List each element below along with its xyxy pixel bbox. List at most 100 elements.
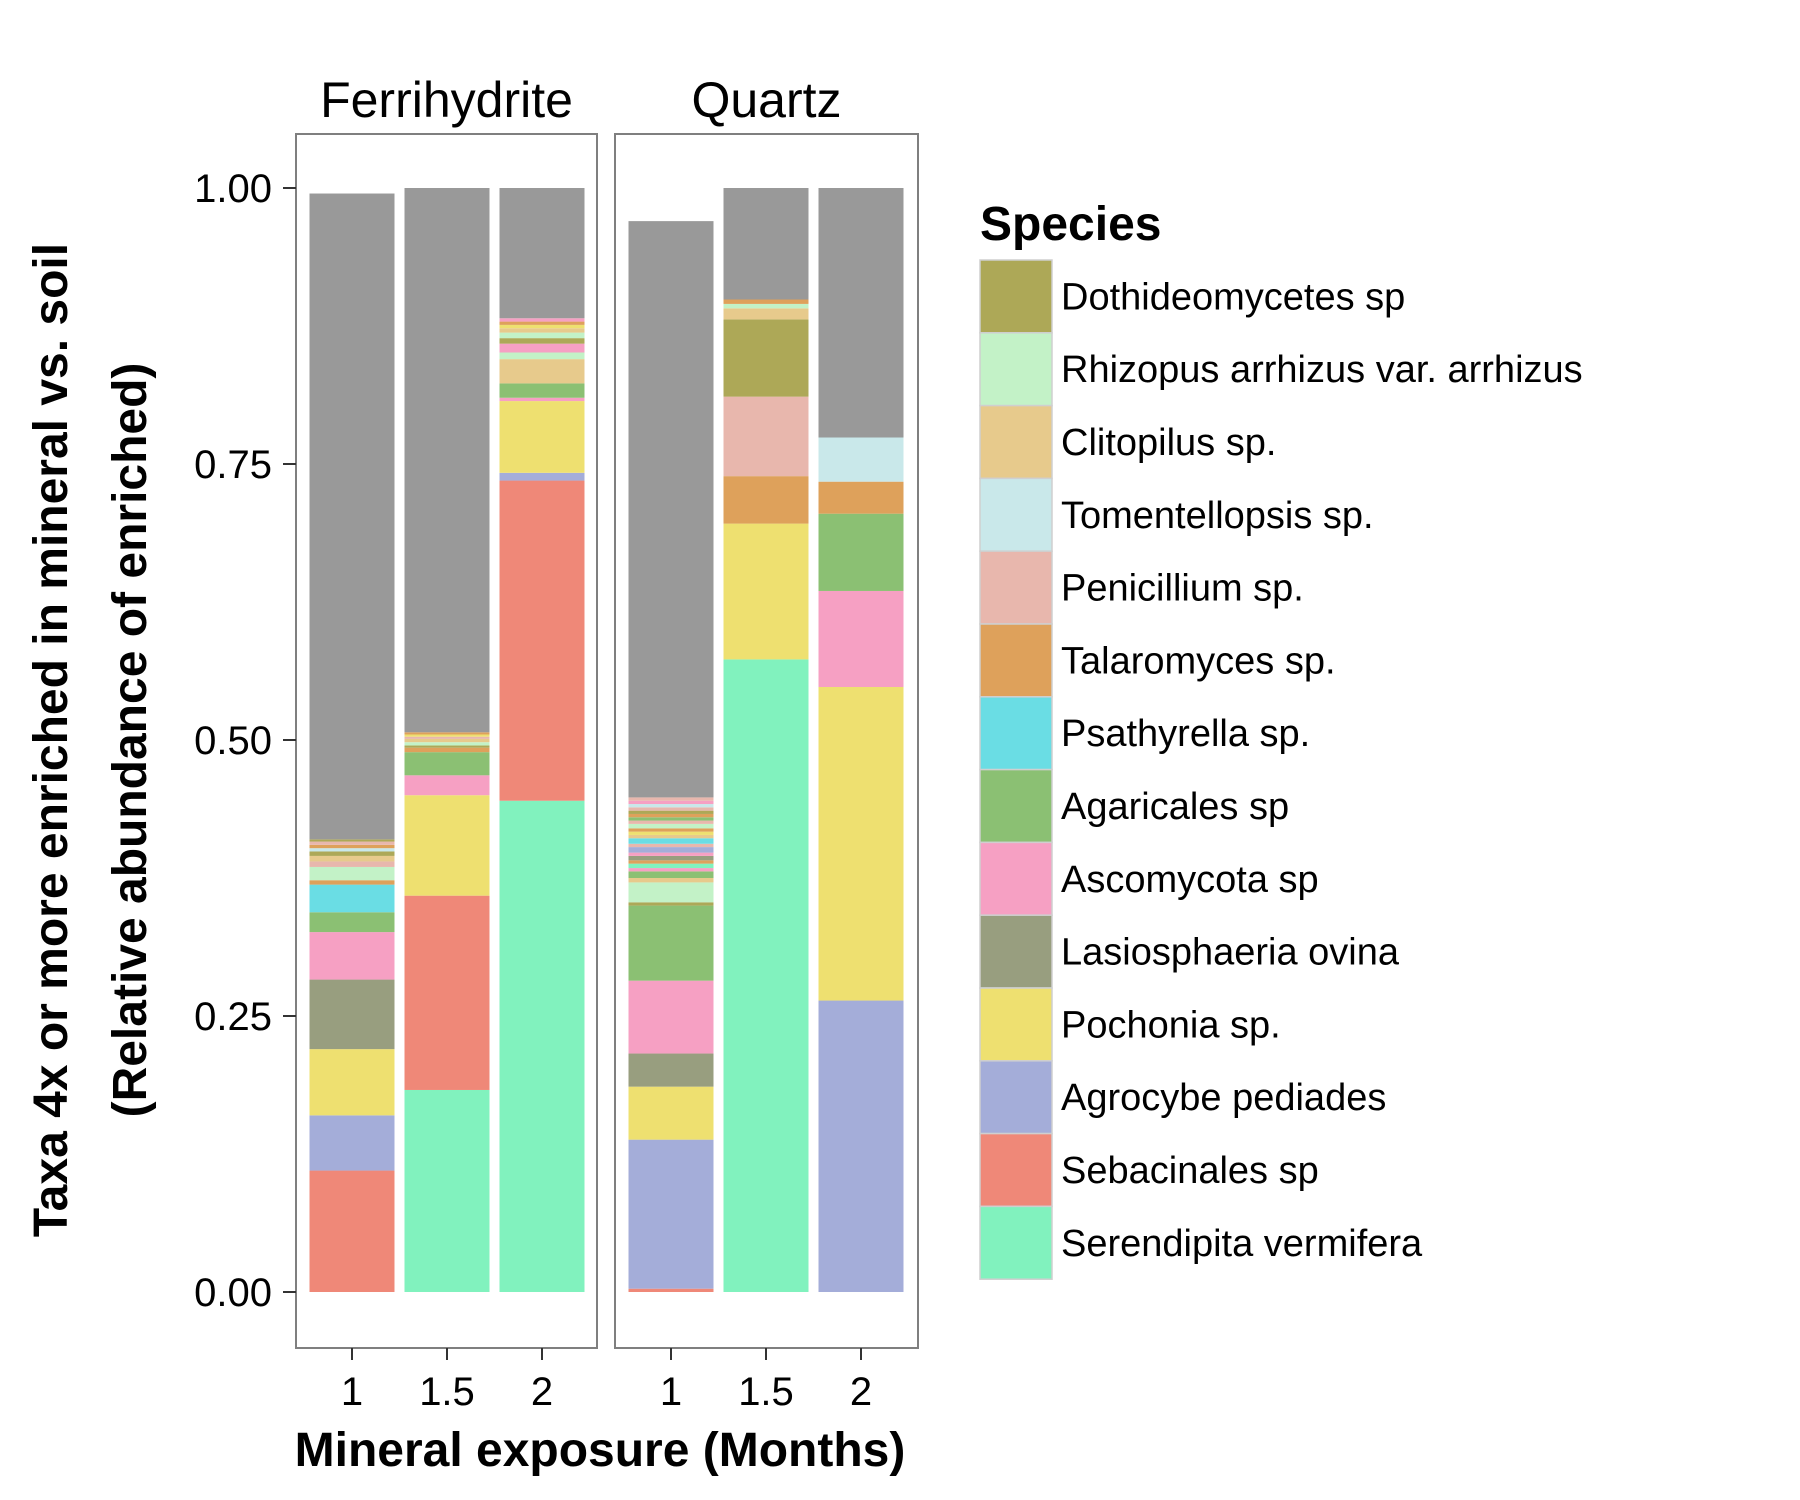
bar-segment — [818, 1000, 904, 1292]
bar-segment — [628, 804, 714, 808]
bar-segment — [309, 912, 395, 933]
legend-label: Lasiosphaeria ovina — [1061, 932, 1400, 974]
panels-layer: Ferrihydrite 1 1.5 2 Quartz 1 1.5 2 — [295, 72, 919, 1414]
bar-segment — [628, 1053, 714, 1087]
legend-key — [979, 550, 1053, 625]
bar-segment — [309, 880, 395, 885]
bar-segment — [818, 481, 904, 514]
legend-key — [979, 332, 1053, 407]
bar-segment — [628, 905, 714, 981]
bar-segment — [628, 882, 714, 903]
legend-key — [979, 404, 1053, 480]
bar-segment — [818, 437, 904, 482]
legend-key — [979, 1205, 1053, 1280]
bar-segment — [628, 828, 714, 832]
bar-month-1 — [628, 221, 714, 1292]
y-tick-label: 0.75 — [194, 443, 272, 487]
bar-segment — [499, 188, 585, 319]
bar-segment — [309, 1115, 395, 1171]
bar-segment — [628, 820, 714, 824]
bar-segment — [818, 513, 904, 591]
bar-segment — [499, 472, 585, 481]
bar-segment — [723, 319, 809, 397]
legend-label: Ascomycota sp — [1061, 859, 1319, 901]
bar-segment — [628, 868, 714, 872]
bar-segment — [499, 383, 585, 398]
panel-ferrihydrite: Ferrihydrite 1 1.5 2 — [295, 72, 598, 1414]
bar-segment — [723, 659, 809, 1292]
bar-segment — [499, 343, 585, 353]
bar-segment — [404, 736, 490, 739]
bar-month-2 — [818, 188, 904, 1292]
bar-segment — [309, 848, 395, 852]
bar-segment — [628, 813, 714, 818]
x-tick-label: 2 — [850, 1370, 872, 1414]
bar-segment — [309, 861, 395, 867]
legend-label: Agaricales sp — [1061, 786, 1289, 828]
bar-segment — [499, 480, 585, 801]
bar-segment — [499, 321, 585, 325]
bar-segment — [628, 1086, 714, 1140]
legend-key — [979, 914, 1053, 989]
bar-segment — [309, 851, 395, 856]
bar-segment — [723, 188, 809, 300]
bar-segment — [628, 823, 714, 829]
bar-segment — [499, 800, 585, 1292]
x-axis-title: Mineral exposure (Months) — [295, 1424, 906, 1477]
bar-segment — [628, 1288, 714, 1292]
x-tick-label: 1 — [341, 1370, 363, 1414]
panel-quartz: Quartz 1 1.5 2 — [614, 72, 919, 1414]
bar-segment — [628, 797, 714, 801]
bar-segment — [404, 742, 490, 746]
bar-segment — [404, 752, 490, 776]
legend-label: Pochonia sp. — [1061, 1004, 1281, 1046]
bar-segment — [499, 324, 585, 329]
legend-label: Sebacinales sp — [1061, 1150, 1319, 1192]
panel-title: Quartz — [691, 72, 841, 128]
bar-segment — [628, 1139, 714, 1289]
y-axis-title-line2: (Relative abundance of enriched) — [104, 363, 157, 1118]
bar-month-2 — [499, 188, 585, 1292]
legend-label: Serendipita vermifera — [1061, 1223, 1423, 1265]
bar-segment — [404, 188, 490, 733]
bar-segment — [499, 332, 585, 339]
legend-key — [979, 1060, 1053, 1135]
bar-segment — [499, 401, 585, 473]
bar-segment — [404, 732, 490, 735]
bar-segment — [499, 338, 585, 344]
bar-segment — [309, 844, 395, 849]
legend-label: Rhizopus arrhizus var. arrhizus — [1061, 349, 1583, 391]
bar-segment — [309, 866, 395, 881]
bar-segment — [628, 817, 714, 821]
legend-key — [979, 768, 1053, 844]
bar-segment — [628, 871, 714, 878]
legend-key — [979, 259, 1053, 334]
bar-segment — [499, 359, 585, 384]
bar-segment — [404, 775, 490, 796]
bar-segment — [404, 747, 490, 753]
bar-segment — [723, 396, 809, 477]
legend-label: Psathyrella sp. — [1061, 713, 1310, 755]
legend-title: Species — [980, 198, 1161, 251]
bar-segment — [628, 860, 714, 864]
bar-segment — [309, 841, 395, 845]
y-axis-title-line1: Taxa 4x or more enriched in mineral vs. … — [25, 243, 78, 1237]
legend-label: Clitopilus sp. — [1061, 422, 1276, 464]
bar-segment — [404, 738, 490, 743]
bar-segment — [628, 863, 714, 869]
legend-label: Tomentellopsis sp. — [1061, 495, 1374, 537]
bar-segment — [628, 902, 714, 906]
bar-segment — [628, 807, 714, 811]
bar-segment — [309, 193, 395, 840]
bar-segment — [309, 1170, 395, 1292]
legend-key — [979, 623, 1053, 698]
y-tick-label: 1.00 — [194, 167, 272, 211]
bar-segment — [628, 852, 714, 856]
bar-segment — [499, 352, 585, 360]
x-tick-label: 1 — [660, 1370, 682, 1414]
bar-segment — [628, 221, 714, 798]
bar-month-1.5 — [404, 188, 490, 1292]
bar-segment — [723, 299, 809, 304]
legend-key — [979, 841, 1053, 916]
